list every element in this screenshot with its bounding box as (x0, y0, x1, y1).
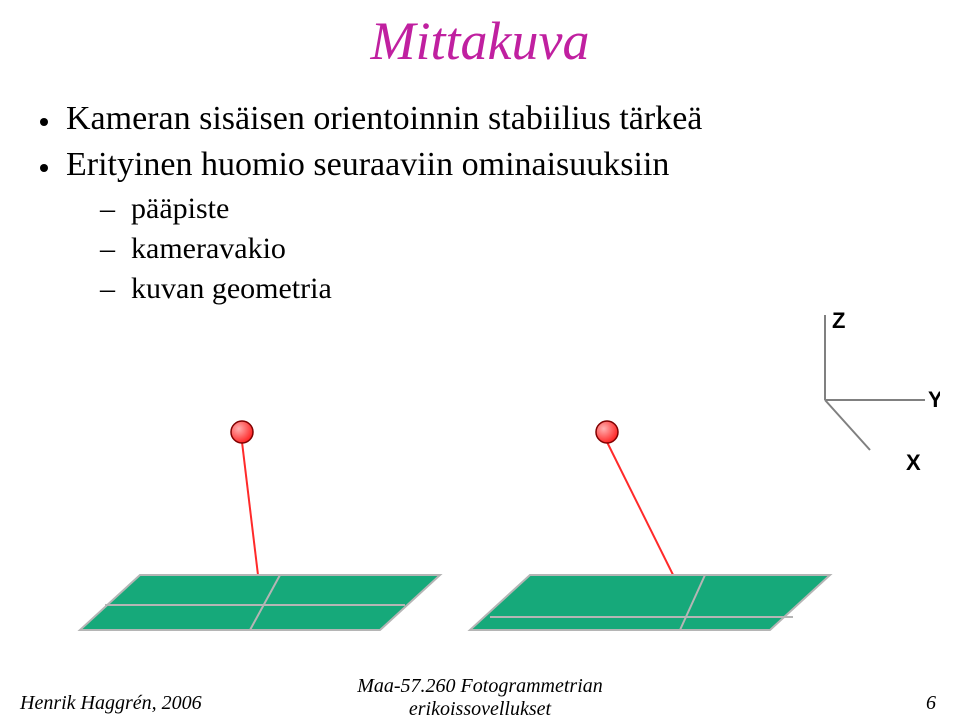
footer-page-number: 6 (926, 692, 936, 715)
dash-icon: – (100, 232, 115, 266)
bullet-dot-icon (40, 164, 48, 172)
bullet-dot-icon (40, 118, 48, 126)
svg-text:Y: Y (928, 387, 940, 412)
sub-bullet-list: – pääpiste – kameravakio – kuvan geometr… (100, 192, 702, 306)
sub-bullet-item: – pääpiste (100, 192, 702, 226)
bullet-text: Kameran sisäisen orientoinnin stabiilius… (66, 100, 702, 138)
sub-bullet-item: – kameravakio (100, 232, 702, 266)
footer-course-line1: Maa-57.260 Fotogrammetrian (357, 675, 603, 697)
bullet-item: Erityinen huomio seuraaviin ominaisuuksi… (40, 146, 702, 184)
sub-bullet-text: kuvan geometria (131, 272, 332, 306)
slide-title: Mittakuva (371, 10, 590, 72)
sub-bullet-item: – kuvan geometria (100, 272, 702, 306)
svg-text:Z: Z (832, 310, 845, 333)
footer-course-line2: erikoissovellukset (409, 698, 551, 720)
sub-bullet-text: kameravakio (131, 232, 286, 266)
bullet-text: Erityinen huomio seuraaviin ominaisuuksi… (66, 146, 669, 184)
dash-icon: – (100, 192, 115, 226)
camera-diagram (0, 420, 960, 680)
footer-course: Maa-57.260 Fotogrammetrian erikoissovell… (357, 675, 603, 721)
sub-bullet-text: pääpiste (131, 192, 229, 226)
footer-author: Henrik Haggrén, 2006 (20, 692, 202, 715)
content-block: Kameran sisäisen orientoinnin stabiilius… (40, 100, 702, 312)
bullet-item: Kameran sisäisen orientoinnin stabiilius… (40, 100, 702, 138)
dash-icon: – (100, 272, 115, 306)
